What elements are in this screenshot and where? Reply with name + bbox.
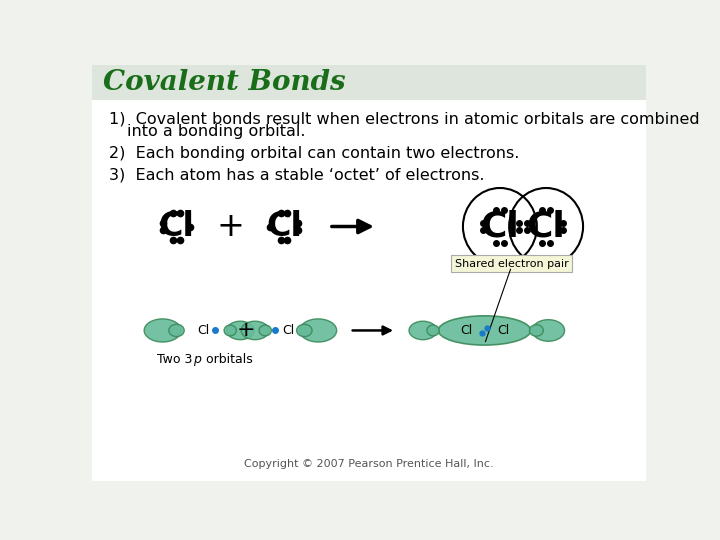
Ellipse shape xyxy=(409,321,437,340)
Text: Cl: Cl xyxy=(282,324,294,337)
Ellipse shape xyxy=(227,321,254,340)
Text: Cl: Cl xyxy=(527,210,565,244)
Text: 2)  Each bonding orbital can contain two electrons.: 2) Each bonding orbital can contain two … xyxy=(109,146,519,161)
Text: Covalent Bonds: Covalent Bonds xyxy=(102,69,345,96)
Ellipse shape xyxy=(168,325,184,336)
Text: Cl: Cl xyxy=(497,324,509,337)
Ellipse shape xyxy=(427,325,439,336)
Ellipse shape xyxy=(438,316,531,345)
Text: 1)  Covalent bonds result when electrons in atomic orbitals are combined: 1) Covalent bonds result when electrons … xyxy=(109,111,699,126)
Text: +: + xyxy=(236,320,255,340)
Ellipse shape xyxy=(297,325,312,336)
Ellipse shape xyxy=(300,319,337,342)
Text: Cl: Cl xyxy=(197,324,210,337)
Text: 3)  Each atom has a stable ‘octet’ of electrons.: 3) Each atom has a stable ‘octet’ of ele… xyxy=(109,167,485,183)
Ellipse shape xyxy=(241,321,269,340)
Text: p: p xyxy=(194,353,202,366)
Text: Shared electron pair: Shared electron pair xyxy=(454,259,568,268)
Text: Cl: Cl xyxy=(158,210,194,243)
Ellipse shape xyxy=(529,325,544,336)
Ellipse shape xyxy=(144,319,181,342)
Text: Cl: Cl xyxy=(460,324,472,337)
Ellipse shape xyxy=(224,325,236,336)
Bar xyxy=(92,65,647,100)
Text: +: + xyxy=(217,210,244,243)
Ellipse shape xyxy=(532,320,564,341)
Text: into a bonding orbital.: into a bonding orbital. xyxy=(127,124,306,139)
Text: Cl: Cl xyxy=(480,210,519,244)
Ellipse shape xyxy=(259,325,271,336)
Text: Two 3: Two 3 xyxy=(156,353,192,366)
Text: Copyright © 2007 Pearson Prentice Hall, Inc.: Copyright © 2007 Pearson Prentice Hall, … xyxy=(244,458,494,469)
Text: Cl: Cl xyxy=(266,210,302,243)
Text: orbitals: orbitals xyxy=(202,353,253,366)
